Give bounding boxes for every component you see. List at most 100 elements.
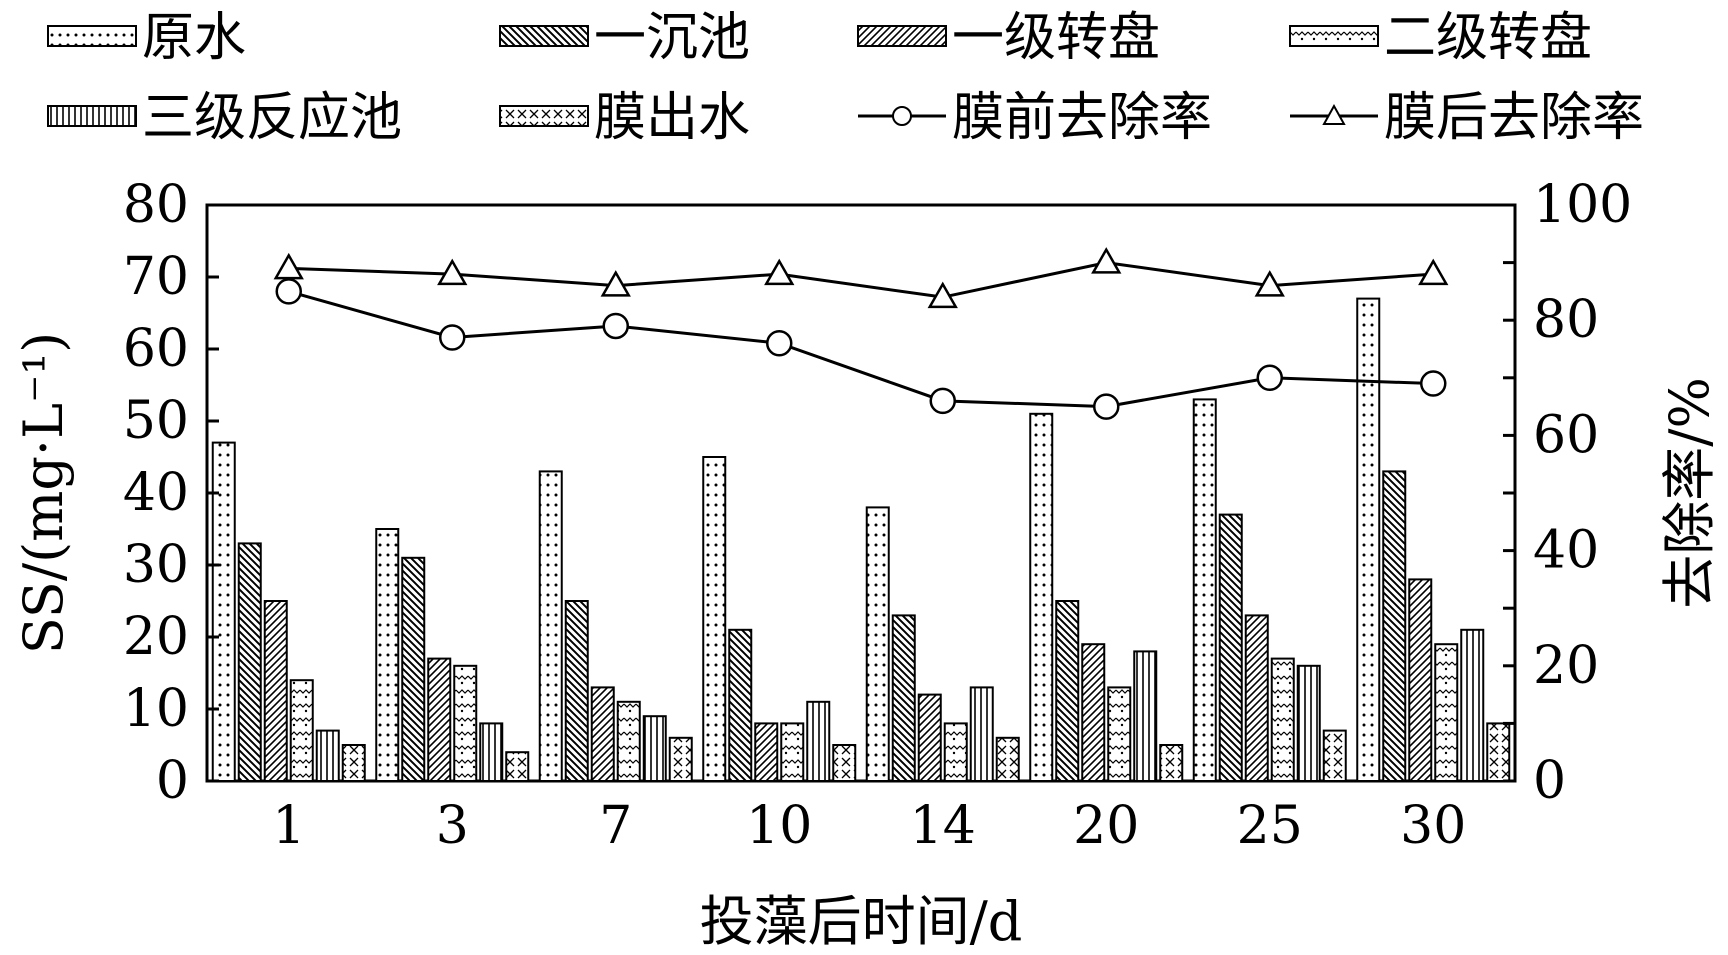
bar-s0-c0 (211, 441, 236, 782)
bar-s4-c1 (479, 722, 504, 783)
marker-s0-c6 (1256, 364, 1283, 392)
bar-s1-c4 (891, 614, 916, 783)
bar-s3-c5 (1107, 686, 1132, 783)
legend-item-3: 二级转盘 (1289, 8, 1592, 68)
y-tick-label-0: 0 (156, 751, 189, 811)
y2-tick-label-0: 0 (1533, 751, 1566, 811)
legend-marker-6 (892, 106, 912, 126)
legend-label-4: 三级反应池 (142, 88, 402, 148)
legend-swatch-3 (1289, 25, 1379, 47)
y2-tick-label-3: 60 (1533, 405, 1599, 465)
bar-s1-c0 (237, 542, 262, 783)
y2-tick-label-5: 100 (1533, 175, 1632, 235)
y-tick-label-1: 10 (123, 679, 189, 739)
bar-s2-c5 (1081, 643, 1106, 783)
y-axis-label: SS/(mg·L⁻¹) (12, 332, 75, 654)
legend-item-6: 膜前去除率 (858, 88, 1212, 148)
x-tick-label-1: 3 (436, 796, 469, 856)
marker-s0-c3 (766, 329, 793, 357)
bar-s5-c1 (505, 751, 530, 783)
x-tick-label-5: 20 (1073, 796, 1139, 856)
marker-s1-c0 (273, 252, 304, 280)
y-tick-label-8: 80 (123, 175, 189, 235)
bar-s0-c6 (1192, 398, 1217, 782)
bar-s4-c7 (1460, 628, 1485, 782)
legend-label-5: 膜出水 (594, 88, 750, 148)
legend-item-7: 膜后去除率 (1290, 88, 1644, 148)
bar-s0-c5 (1029, 412, 1054, 782)
bar-s2-c1 (427, 657, 452, 782)
legend-swatch-4 (47, 105, 137, 127)
bar-s3-c3 (780, 722, 805, 783)
legend-item-4: 三级反应池 (47, 88, 402, 148)
bar-s4-c2 (642, 715, 667, 783)
bar-s0-c4 (865, 506, 890, 782)
bar-s2-c3 (754, 722, 779, 783)
marker-s0-c2 (602, 312, 629, 340)
legend-swatch-1 (499, 25, 589, 47)
bar-s4-c6 (1296, 664, 1321, 782)
marker-s0-c7 (1420, 370, 1447, 397)
x-tick-label-2: 7 (599, 796, 632, 856)
legend-label-1: 一沉池 (594, 8, 750, 68)
bar-s0-c1 (375, 528, 400, 782)
bar-s3-c2 (616, 700, 641, 782)
bar-s4-c5 (1133, 650, 1158, 783)
bar-s4-c0 (315, 729, 340, 782)
x-tick-label-0: 1 (272, 796, 305, 856)
marker-s0-c4 (929, 387, 956, 415)
marker-s0-c5 (1093, 393, 1120, 420)
bar-s1-c1 (401, 556, 426, 782)
x-tick-label-7: 30 (1400, 796, 1466, 856)
bar-s5-c3 (832, 744, 857, 782)
legend-label-2: 一级转盘 (952, 8, 1160, 68)
marker-s1-c4 (927, 281, 958, 309)
y2-tick-label-2: 40 (1533, 521, 1599, 581)
legend-item-1: 一沉池 (499, 8, 750, 68)
bar-s0-c2 (538, 470, 563, 782)
bar-s5-c5 (1159, 744, 1184, 782)
bar-s0-c3 (702, 456, 727, 782)
marker-s1-c7 (1418, 258, 1449, 286)
bar-s2-c4 (917, 693, 942, 782)
y2-tick-label-4: 80 (1533, 290, 1599, 350)
marker-s1-c1 (437, 258, 468, 286)
axes: 0 10 20 30 40 50 60 70 80 0 20 40 60 80 100 1 3 7 10 14 20 25… (123, 175, 1632, 856)
legend-swatch-2 (857, 25, 947, 47)
y-tick-label-3: 30 (123, 535, 189, 595)
y-tick-label-4: 40 (123, 463, 189, 523)
bar-s5-c4 (995, 736, 1020, 782)
bar-s1-c6 (1218, 513, 1243, 782)
marker-s1-c2 (600, 270, 631, 297)
marker-s0-c0 (275, 278, 302, 305)
bar-s5-c6 (1322, 729, 1347, 782)
legend-swatch-5 (499, 105, 589, 127)
bar-s2-c2 (590, 686, 615, 783)
legend-swatch-0 (47, 25, 137, 47)
x-tick-label-4: 14 (910, 796, 976, 856)
bar-s2-c0 (263, 600, 288, 782)
x-tick-label-6: 25 (1237, 796, 1303, 856)
bar-s4-c4 (969, 686, 994, 783)
legend-marker-7 (1322, 103, 1346, 125)
bar-s3-c0 (289, 679, 314, 783)
y2-tick-label-1: 20 (1533, 636, 1599, 696)
bar-s0-c7 (1356, 297, 1381, 782)
bar-s4-c3 (806, 700, 831, 782)
x-tick-label-3: 10 (746, 796, 812, 856)
legend-label-7: 膜后去除率 (1384, 88, 1644, 148)
line-series-1 (288, 261, 1434, 299)
marker-s0-c1 (439, 324, 466, 351)
legend-item-5: 膜出水 (499, 88, 750, 148)
bar-s1-c7 (1382, 470, 1407, 782)
y-tick-label-6: 60 (123, 319, 189, 379)
line-series-0 (288, 289, 1434, 409)
marker-s1-c6 (1254, 270, 1285, 297)
bar-s1-c3 (728, 628, 753, 782)
legend-item-0: 原水 (47, 8, 246, 68)
lines (273, 247, 1449, 420)
bar-s5-c0 (341, 744, 366, 782)
legend-label-6: 膜前去除率 (952, 88, 1212, 148)
